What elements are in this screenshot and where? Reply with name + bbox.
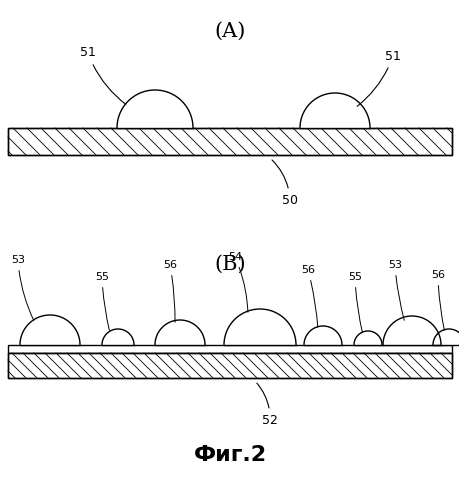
Bar (8, 353, 451, 378)
Text: 50: 50 (271, 160, 297, 206)
Text: 55: 55 (95, 272, 109, 330)
Text: 56: 56 (430, 270, 444, 330)
Text: 53: 53 (11, 255, 34, 320)
Text: (A): (A) (214, 22, 245, 41)
Polygon shape (382, 316, 440, 345)
Bar (8, 353, 451, 378)
Text: 52: 52 (256, 383, 277, 426)
Polygon shape (155, 320, 205, 345)
Text: 56: 56 (300, 265, 317, 327)
Polygon shape (224, 309, 295, 345)
Text: 56: 56 (162, 260, 177, 322)
Polygon shape (432, 329, 459, 345)
Bar (8, 128, 451, 155)
Text: Фиг.2: Фиг.2 (193, 445, 266, 465)
Text: 54: 54 (228, 252, 247, 312)
Polygon shape (303, 326, 341, 345)
Polygon shape (102, 329, 134, 345)
Polygon shape (117, 90, 193, 128)
Polygon shape (299, 93, 369, 128)
Polygon shape (20, 315, 80, 345)
Text: 55: 55 (347, 272, 362, 332)
Text: 51: 51 (357, 50, 400, 106)
Bar (8, 128, 451, 155)
Polygon shape (353, 331, 381, 345)
Text: (B): (B) (214, 255, 245, 274)
Text: 51: 51 (80, 46, 125, 104)
Bar (8, 345, 451, 353)
Text: 53: 53 (387, 260, 403, 320)
